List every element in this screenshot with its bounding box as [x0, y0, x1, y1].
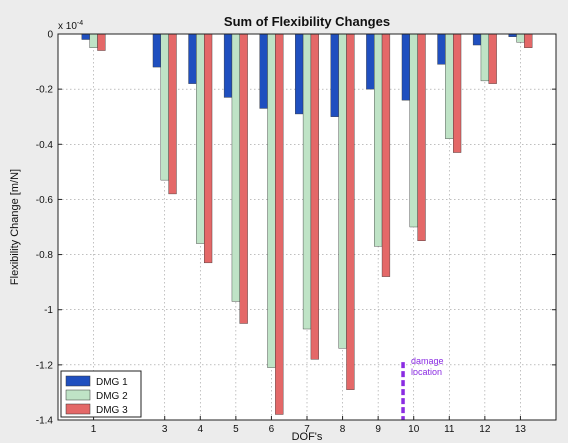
- bar-dmg1: [81, 33, 90, 40]
- y-tick-label: -1.4: [36, 416, 54, 427]
- bar-dmg2: [267, 33, 276, 368]
- bar-dmg3: [168, 33, 177, 195]
- bar-dmg3: [310, 33, 319, 360]
- x-tick-label: 4: [198, 424, 204, 435]
- bar-dmg2: [196, 33, 205, 244]
- bar-dmg2: [160, 33, 169, 181]
- x-tick-label: 9: [375, 424, 381, 435]
- bar-dmg2: [302, 33, 312, 330]
- bar-dmg2: [374, 33, 383, 247]
- legend-label-dmg3: DMG 3: [96, 405, 128, 416]
- chart-title: Sum of Flexibility Changes: [224, 14, 390, 29]
- y-tick-label: -0.4: [36, 140, 54, 151]
- x-tick-label: 10: [408, 424, 420, 435]
- y-tick-label: -1: [44, 305, 53, 316]
- y-tick-label: -0.8: [36, 250, 54, 261]
- x-tick-label: 1: [91, 424, 97, 435]
- y-tick-label: 0: [47, 30, 53, 41]
- bar-dmg1: [188, 33, 197, 84]
- x-tick-label: 6: [269, 424, 275, 435]
- bar-dmg2: [89, 33, 98, 48]
- bar-dmg2: [445, 33, 454, 139]
- bar-dmg1: [223, 33, 233, 98]
- x-axis-ticks: 1 3 4 5 6 7 8 9 10 11 12 13: [91, 416, 527, 435]
- x-tick-label: 7: [304, 424, 310, 435]
- bar-dmg1: [295, 33, 304, 115]
- damage-annotation: damage location: [401, 356, 444, 420]
- x-tick-label: 5: [233, 424, 239, 435]
- legend-swatch-dmg2: [65, 389, 91, 401]
- y-tick-label: -0.6: [36, 195, 54, 206]
- bar-dmg2: [338, 33, 347, 349]
- bar-dmg1: [259, 33, 268, 109]
- x-tick-label: 11: [444, 424, 455, 435]
- bar-dmg2: [516, 33, 525, 43]
- bar-dmg1: [152, 33, 162, 68]
- bar-dmg1: [437, 33, 446, 65]
- bar-dmg3: [417, 33, 426, 241]
- bar-dmg3: [203, 33, 213, 264]
- y-axis-label: Flexibility Change [m/N]: [9, 169, 21, 285]
- y-multiplier: x 10-4: [58, 20, 83, 32]
- bar-dmg3: [97, 33, 106, 51]
- bar-dmg3: [488, 33, 497, 84]
- legend-swatch-dmg3: [65, 403, 91, 415]
- damage-label-line1: damage: [411, 356, 444, 366]
- y-axis-ticks: 0 -0.2 -0.4 -0.6 -0.8 -1 -1.2 -1.4: [36, 30, 556, 427]
- bar-dmg3: [346, 33, 355, 390]
- bar-dmg1: [401, 33, 411, 101]
- bar-dmg1: [472, 33, 482, 46]
- bar-dmg2: [231, 33, 240, 302]
- bar-dmg3: [524, 33, 533, 48]
- legend: DMG 1 DMG 2 DMG 3: [60, 370, 142, 418]
- bar-dmg2: [409, 33, 418, 228]
- y-tick-label: -0.2: [36, 85, 54, 96]
- bar-dmg3: [452, 33, 462, 153]
- bar-dmg2: [480, 33, 489, 82]
- damage-label-line2: location: [411, 367, 442, 377]
- y-tick-label: -1.2: [36, 360, 54, 371]
- x-tick-label: 13: [515, 424, 527, 435]
- bar-dmg3: [275, 33, 284, 415]
- bar-dmg1: [330, 33, 339, 117]
- x-tick-label: 12: [479, 424, 491, 435]
- legend-swatch-dmg1: [65, 375, 91, 387]
- legend-label-dmg1: DMG 1: [96, 377, 128, 388]
- legend-label-dmg2: DMG 2: [96, 391, 128, 402]
- bars: [81, 33, 533, 415]
- bar-dmg3: [381, 33, 391, 277]
- x-tick-label: 8: [340, 424, 346, 435]
- x-tick-label: 3: [162, 424, 168, 435]
- bar-dmg1: [366, 33, 375, 90]
- bar-dmg3: [239, 33, 248, 324]
- x-axis-label: DOF's: [292, 431, 323, 443]
